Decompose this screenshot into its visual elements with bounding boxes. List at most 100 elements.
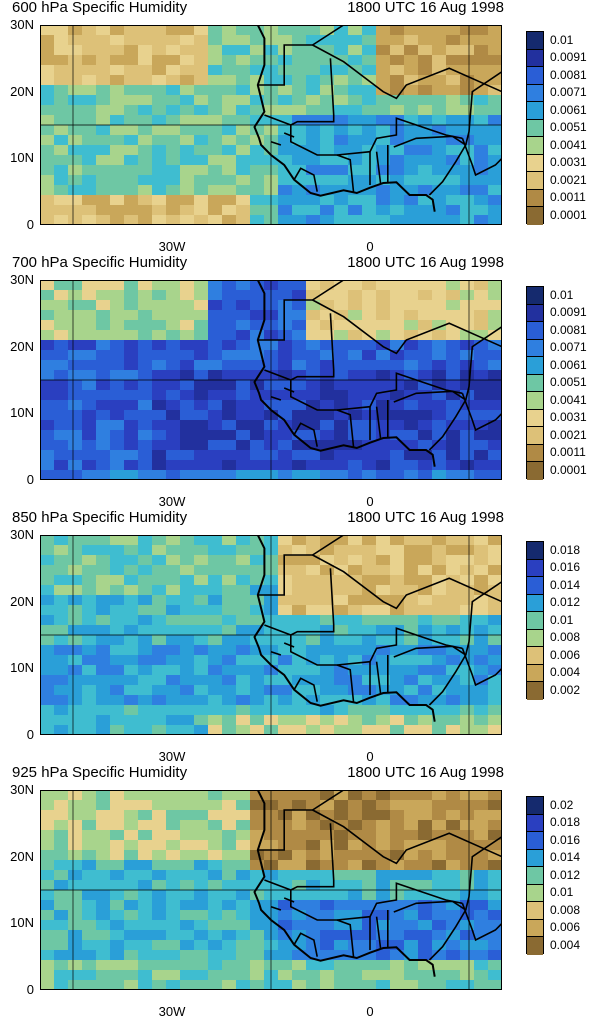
panel-timestamp: 1800 UTC 16 Aug 1998 bbox=[347, 764, 504, 781]
map-frame bbox=[40, 535, 502, 735]
colorbar-swatch bbox=[527, 832, 543, 850]
country-border bbox=[461, 648, 502, 687]
country-border bbox=[293, 932, 318, 957]
humidity-map bbox=[40, 280, 502, 480]
map-frame bbox=[40, 25, 502, 225]
country-border bbox=[375, 406, 382, 439]
x-tick-label: 0 bbox=[366, 239, 374, 254]
colorbar-label: 0.0021 bbox=[550, 172, 587, 187]
country-border bbox=[312, 554, 502, 610]
colorbar-label: 0.01 bbox=[550, 612, 574, 627]
country-border bbox=[270, 650, 282, 656]
colorbar-label: 0.02 bbox=[550, 797, 574, 812]
country-border bbox=[290, 117, 463, 156]
country-border bbox=[283, 387, 295, 393]
y-tick-label: 20N bbox=[10, 338, 34, 354]
colorbar-label: 0.01 bbox=[550, 32, 574, 47]
colorbar bbox=[526, 541, 544, 700]
colorbar-swatch bbox=[527, 119, 543, 137]
colorbar-label: 0.0081 bbox=[550, 322, 587, 337]
colorbar-label: 0.0021 bbox=[550, 427, 587, 442]
colorbar-label: 0.0061 bbox=[550, 102, 587, 117]
y-tick-label: 30N bbox=[10, 527, 34, 542]
colorbar-label: 0.01 bbox=[550, 287, 574, 302]
country-border bbox=[312, 280, 345, 301]
colorbar-swatch bbox=[527, 594, 543, 612]
colorbar-label: 0.012 bbox=[550, 867, 581, 882]
x-tick-label: 30W bbox=[158, 239, 186, 254]
colorbar-label: 0.0041 bbox=[550, 137, 587, 152]
country-border bbox=[270, 140, 282, 146]
colorbar-swatch bbox=[527, 849, 543, 867]
map-area bbox=[40, 25, 502, 225]
colorbar-label: 0.002 bbox=[550, 682, 581, 697]
y-tick-label: 10N bbox=[10, 405, 34, 421]
colorbar-label: 0.014 bbox=[550, 850, 581, 865]
colorbar-swatch bbox=[527, 287, 543, 305]
country-border bbox=[312, 790, 345, 811]
colorbar-swatch bbox=[527, 339, 543, 357]
colorbar-label: 0.012 bbox=[550, 595, 581, 610]
colorbar-swatch bbox=[527, 189, 543, 207]
colorbar-swatch bbox=[527, 612, 543, 630]
colorbar-label: 0.014 bbox=[550, 577, 581, 592]
y-tick-label: 10N bbox=[10, 150, 34, 166]
country-border bbox=[375, 916, 382, 949]
x-tick-label: 0 bbox=[366, 1004, 374, 1019]
map-frame bbox=[40, 280, 502, 480]
colorbar-swatch bbox=[527, 427, 543, 445]
country-border bbox=[464, 326, 502, 401]
colorbar-swatch bbox=[527, 664, 543, 682]
country-border bbox=[290, 372, 463, 411]
panel-timestamp: 1800 UTC 16 Aug 1998 bbox=[347, 254, 504, 271]
colorbar bbox=[526, 796, 544, 955]
colorbar bbox=[526, 286, 544, 480]
colorbar-swatch bbox=[527, 374, 543, 392]
country-border bbox=[312, 535, 345, 556]
country-border bbox=[264, 58, 335, 126]
colorbar-label: 0.0081 bbox=[550, 67, 587, 82]
x-tick-label: 0 bbox=[366, 494, 374, 509]
colorbar-swatch bbox=[527, 67, 543, 85]
colorbar-swatch bbox=[527, 137, 543, 155]
colorbar-swatch bbox=[527, 682, 543, 700]
colorbar-swatch bbox=[527, 577, 543, 595]
country-border bbox=[375, 151, 382, 184]
colorbar-label: 0.018 bbox=[550, 815, 581, 830]
colorbar-swatch bbox=[527, 409, 543, 427]
y-tick-label: 30N bbox=[10, 782, 34, 797]
colorbar-label: 0.01 bbox=[550, 885, 574, 900]
coastline bbox=[253, 280, 436, 467]
country-border bbox=[461, 393, 502, 432]
colorbar-label: 0.0001 bbox=[550, 207, 587, 222]
colorbar-swatch bbox=[527, 207, 543, 225]
colorbar-swatch bbox=[527, 304, 543, 322]
country-border bbox=[375, 661, 382, 694]
country-border bbox=[257, 809, 313, 851]
y-tick-label: 0 bbox=[26, 982, 34, 997]
country-border bbox=[264, 568, 335, 636]
colorbar-swatch bbox=[527, 814, 543, 832]
colorbar-label: 0.004 bbox=[550, 665, 581, 680]
colorbar-label: 0.008 bbox=[550, 902, 581, 917]
colorbar-label: 0.0061 bbox=[550, 357, 587, 372]
country-border bbox=[283, 642, 295, 648]
colorbar-swatch bbox=[527, 884, 543, 902]
country-border bbox=[283, 132, 295, 138]
colorbar-label: 0.0011 bbox=[550, 445, 586, 460]
colorbar-swatch bbox=[527, 797, 543, 815]
colorbar-swatch bbox=[527, 867, 543, 885]
map-area bbox=[40, 280, 502, 480]
map-frame bbox=[40, 790, 502, 990]
country-border bbox=[270, 395, 282, 401]
map-panel-0: 600 hPa Specific Humidity 1800 UTC 16 Aug… bbox=[0, 0, 600, 255]
colorbar-swatch bbox=[527, 102, 543, 120]
country-border bbox=[257, 299, 313, 341]
y-tick-label: 0 bbox=[26, 217, 34, 232]
country-border bbox=[336, 154, 355, 192]
colorbar-swatch bbox=[527, 542, 543, 560]
colorbar-swatch bbox=[527, 937, 543, 955]
colorbar-swatch bbox=[527, 49, 543, 67]
colorbar-swatch bbox=[527, 154, 543, 172]
y-tick-label: 10N bbox=[10, 660, 34, 676]
